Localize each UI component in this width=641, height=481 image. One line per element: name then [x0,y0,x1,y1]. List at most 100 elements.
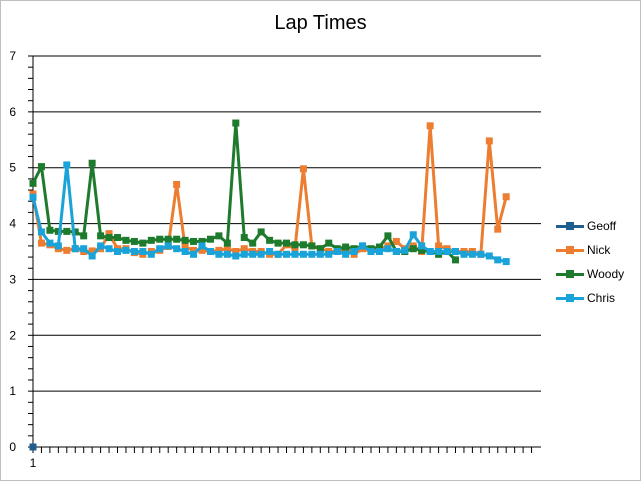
data-point-chris [283,250,290,258]
data-point-woody [190,237,198,245]
data-point-chris [460,250,468,258]
data-point-chris [173,245,181,253]
data-point-woody [274,239,282,247]
data-point-chris [384,245,392,253]
data-point-geoff [29,443,37,451]
data-point-nick [299,165,307,173]
chart-title: Lap Times [274,12,367,34]
data-point-woody [114,234,121,242]
data-point-woody [71,228,79,236]
data-point-chris [502,258,510,266]
data-point-woody [291,241,299,249]
legend-item-nick: Nick [556,239,636,260]
data-point-chris [367,248,375,255]
x-tick-label: 1 [30,456,37,470]
legend-item-woody: Woody [556,263,636,284]
data-point-nick [223,245,231,253]
legend-swatch-geoff [556,221,584,231]
data-point-chris [232,252,240,260]
data-point-chris [392,248,400,255]
data-point-chris [130,248,138,255]
data-point-woody [63,227,71,235]
data-point-chris [409,231,417,239]
data-point-woody [215,232,223,240]
data-point-nick [37,239,45,247]
legend: Geoff Nick Woody Chris [556,215,636,311]
y-tick-label-5: 5 [9,161,16,175]
data-point-nick [88,247,96,255]
legend-item-chris: Chris [556,287,636,308]
data-point-woody [147,236,155,244]
data-point-chris [88,252,96,260]
data-point-chris [147,250,155,258]
data-point-woody [181,236,189,244]
data-point-nick [291,245,299,253]
data-point-chris [257,250,265,258]
data-point-woody [375,243,383,251]
y-tick-label-6: 6 [9,105,16,119]
legend-item-geoff: Geoff [556,215,636,236]
data-point-chris [181,248,189,255]
data-point-woody [308,242,316,250]
data-point-woody [46,226,54,234]
data-point-nick [105,230,113,238]
data-point-chris [308,250,316,258]
data-point-woody [409,245,417,253]
data-point-chris [468,250,476,258]
data-point-woody [80,232,88,240]
data-point-chris [240,250,248,258]
data-point-woody [283,239,290,247]
y-tick-label-4: 4 [9,217,16,231]
data-point-chris [156,245,164,253]
data-point-woody [299,241,307,249]
data-point-chris [190,250,198,258]
data-point-nick [392,237,400,245]
data-point-woody [122,236,130,244]
data-point-woody [173,235,181,243]
data-point-chris [198,242,206,250]
y-tick-label-7: 7 [9,49,16,63]
data-point-chris [249,250,257,258]
data-point-woody [232,119,240,127]
data-point-woody [198,237,206,245]
data-point-nick [502,193,510,201]
data-point-chris [452,248,459,255]
data-point-chris [139,248,147,255]
data-point-chris [122,246,130,254]
data-point-chris [342,250,350,258]
data-point-chris [29,193,37,201]
data-point-woody [206,235,214,243]
data-point-nick [215,246,223,254]
data-point-woody [97,232,105,240]
data-point-nick [232,248,240,255]
data-point-woody [37,163,45,171]
y-tick-label-0: 0 [9,440,16,454]
data-point-chris [477,250,485,258]
data-point-nick [485,137,493,145]
data-point-nick [181,243,189,251]
data-point-nick [190,246,198,254]
data-point-woody [342,243,350,251]
data-point-chris [316,250,324,258]
data-point-chris [54,242,62,250]
y-tick-label-3: 3 [9,272,16,286]
legend-label-nick: Nick [587,242,611,257]
data-point-nick [198,246,206,254]
legend-label-chris: Chris [587,290,616,305]
data-point-woody [130,237,138,245]
data-point-woody [164,235,172,243]
data-point-chris [418,242,426,250]
data-point-chris [164,242,172,250]
data-point-woody [223,239,231,247]
data-point-chris [71,245,79,253]
data-point-chris [375,248,383,255]
data-point-chris [443,248,451,255]
data-point-woody [105,234,113,242]
data-point-nick [435,242,443,250]
data-point-nick [240,245,248,253]
data-point-chris [206,248,214,255]
data-point-woody [54,227,62,235]
data-point-woody [325,239,333,247]
data-point-woody [139,239,147,247]
